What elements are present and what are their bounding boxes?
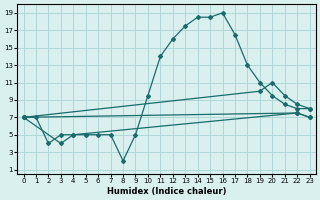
X-axis label: Humidex (Indice chaleur): Humidex (Indice chaleur) (107, 187, 226, 196)
